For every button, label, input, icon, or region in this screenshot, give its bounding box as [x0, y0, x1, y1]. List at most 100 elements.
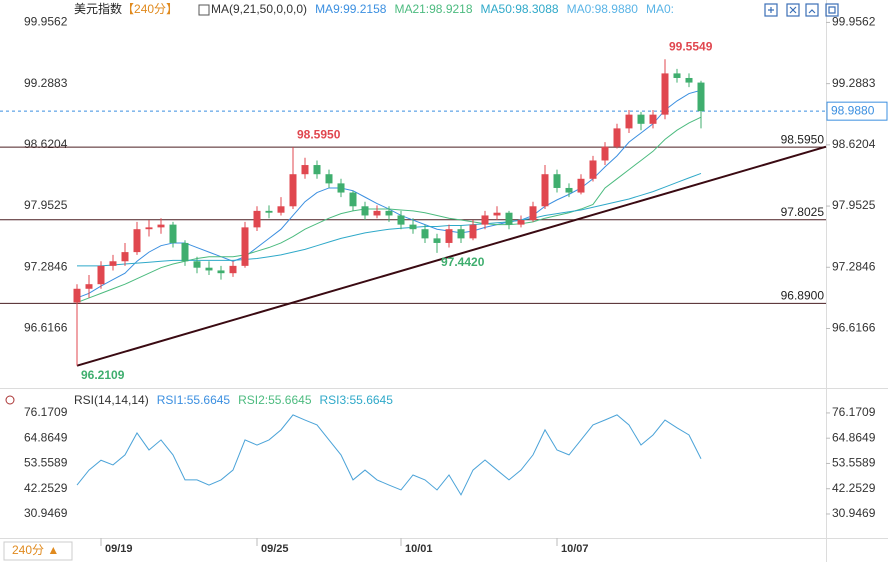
candle-body — [493, 212, 501, 216]
legend-entry: MA(9,21,50,0,0,0) — [211, 2, 307, 16]
candle-body — [169, 224, 177, 243]
y-tick-label: 97.2846 — [24, 259, 68, 273]
x-tick-label: 09/19 — [105, 543, 133, 555]
candle-body — [361, 206, 369, 216]
candle-body — [685, 77, 693, 83]
rsi-tick-label: 42.2529 — [24, 481, 68, 495]
legend-entry: MA9:99.2158 — [315, 2, 387, 16]
y2-tick-label: 96.6166 — [832, 321, 876, 335]
candle-body — [325, 174, 333, 184]
candle-body — [241, 227, 249, 266]
annotation: 97.4420 — [441, 255, 485, 269]
ma-line — [77, 172, 702, 267]
legend-entry: MA0: — [646, 2, 674, 16]
candle-body — [193, 261, 201, 268]
candle-body — [97, 265, 105, 285]
candle-body — [253, 210, 261, 228]
annotation: 98.5950 — [297, 127, 341, 141]
candle-body — [661, 73, 669, 115]
rsi-tick-label: 64.8649 — [24, 430, 68, 444]
candle-body — [517, 220, 525, 225]
rsi-y2-tick-label: 42.2529 — [832, 481, 876, 495]
candle-body — [217, 270, 225, 274]
y-tick-label: 96.6166 — [24, 321, 68, 335]
period-button[interactable]: 240分 ▲ — [12, 543, 59, 557]
rsi-y2-tick-label: 64.8649 — [832, 430, 876, 444]
candle-body — [265, 210, 273, 213]
period-button-box[interactable] — [3, 541, 73, 561]
candle-body — [469, 224, 477, 239]
candle-body — [553, 174, 561, 188]
rsi-tick-label: 53.5589 — [24, 456, 68, 470]
toolbar — [764, 3, 839, 17]
tool-glyph — [768, 6, 836, 14]
rsi-line — [76, 414, 702, 496]
y2-tick-label: 99.2883 — [832, 76, 876, 90]
candle-body — [697, 82, 705, 112]
candle-body — [397, 215, 405, 225]
candle-body — [613, 128, 621, 147]
candle-body — [601, 146, 609, 161]
y-tick-label: 99.2883 — [24, 76, 68, 90]
tool-icon[interactable] — [805, 3, 819, 17]
candle-body — [445, 229, 453, 243]
trend-line — [76, 145, 827, 367]
candle-body — [205, 267, 213, 271]
candle-body — [649, 114, 657, 124]
candle-body — [421, 229, 429, 239]
candle-body — [457, 229, 465, 239]
candle-body — [625, 114, 633, 129]
level-label: 98.5950 — [781, 132, 825, 146]
candle-body — [505, 212, 513, 225]
legend-entry: RSI2:55.6645 — [238, 393, 312, 407]
candle-body — [529, 206, 537, 221]
ma-icon[interactable] — [198, 4, 210, 16]
candle-body — [109, 261, 117, 266]
candle-body — [289, 174, 297, 207]
tool-icon[interactable] — [764, 3, 778, 17]
candle-body — [589, 160, 597, 179]
tool-icon[interactable] — [786, 3, 800, 17]
annotation: 99.5549 — [669, 39, 713, 53]
y2-tick-label: 97.9525 — [832, 198, 876, 212]
last-price-label: 98.9880 — [831, 103, 875, 117]
tool-icon[interactable] — [825, 3, 839, 17]
legend-entry: 美元指数 — [74, 1, 122, 16]
rsi-y2-tick-label: 53.5589 — [832, 456, 876, 470]
candle-body — [133, 229, 141, 253]
candle-body — [337, 183, 345, 193]
y2-tick-label: 98.6204 — [832, 137, 876, 151]
candle-body — [301, 165, 309, 175]
candle-body — [577, 178, 585, 193]
candle-body — [73, 288, 81, 303]
y-tick-label: 97.9525 — [24, 198, 68, 212]
candle-body — [229, 265, 237, 274]
legend-entry: RSI(14,14,14) — [74, 393, 149, 407]
candle-body — [673, 73, 681, 78]
candle-body — [433, 238, 441, 243]
level-label: 97.8025 — [781, 205, 825, 219]
candle-body — [181, 242, 189, 262]
x-tick-label: 09/25 — [261, 543, 289, 555]
legend-entry: 【240分】 — [122, 2, 178, 16]
candle-body — [313, 165, 321, 175]
settings-icon[interactable] — [5, 395, 15, 405]
candle-body — [373, 210, 381, 216]
candle-body — [85, 284, 93, 289]
candle-body — [565, 187, 573, 193]
y-tick-label: 99.9562 — [24, 15, 68, 29]
last-price-tag — [826, 101, 888, 121]
legend-entry: RSI1:55.6645 — [157, 393, 231, 407]
candle-body — [541, 174, 549, 207]
candle-body — [277, 206, 285, 213]
legend-entry: MA50:98.3088 — [481, 2, 559, 16]
y-tick-label: 98.6204 — [24, 137, 68, 151]
rsi-tick-label: 76.1709 — [24, 405, 68, 419]
annotation: 96.2109 — [81, 368, 125, 382]
x-tick-label: 10/07 — [561, 543, 589, 555]
x-tick-label: 10/01 — [405, 543, 433, 555]
level-label: 96.8900 — [781, 289, 825, 303]
candle-body — [349, 192, 357, 207]
rsi-y2-tick-label: 30.9469 — [832, 506, 876, 520]
